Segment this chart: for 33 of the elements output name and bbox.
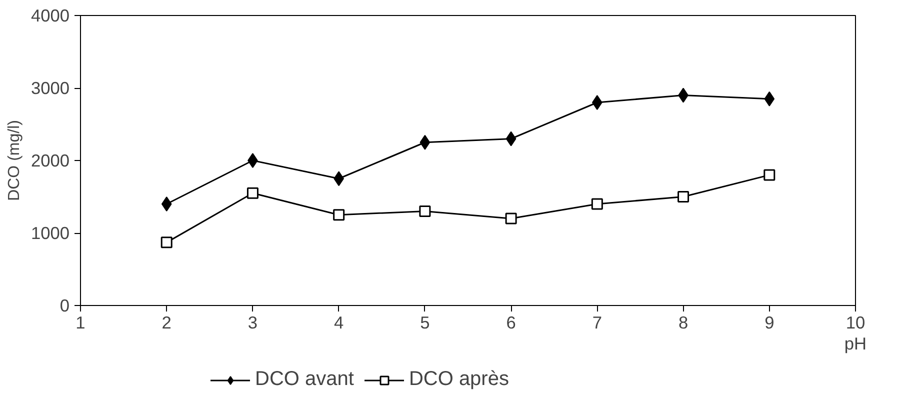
legend-label: DCO après: [408, 368, 509, 391]
point: [161, 196, 172, 212]
point: [333, 209, 345, 221]
y-tick-label: 0: [60, 296, 70, 316]
x-tick-label: 7: [592, 312, 602, 332]
point: [248, 153, 258, 168]
y-axis-title: DCO (mg/l): [6, 120, 23, 201]
point: [592, 95, 602, 110]
point: [678, 191, 690, 202]
x-tick-label: 9: [764, 312, 774, 332]
y-tick-label: 4000: [30, 6, 70, 26]
point: [160, 236, 172, 248]
point: [420, 134, 430, 150]
legend-label: DCO avant: [255, 368, 354, 391]
x-tick-label: 1: [76, 312, 86, 332]
point: [246, 187, 258, 199]
x-tick-label: 5: [420, 312, 430, 332]
x-tick-label: 10: [846, 312, 866, 332]
y-tick-label: 2000: [30, 150, 70, 170]
x-tick-label: 6: [506, 312, 516, 332]
point: [764, 169, 776, 181]
point: [419, 206, 431, 217]
x-tick-label: 4: [334, 312, 344, 332]
point: [506, 131, 516, 146]
x-axis-title: pH: [844, 334, 867, 354]
x-tick-label: 2: [162, 312, 172, 332]
point: [591, 198, 603, 210]
y-tick-label: 3000: [30, 78, 70, 98]
point: [764, 91, 775, 106]
x-tick-label: 3: [248, 312, 258, 332]
point: [505, 212, 517, 224]
y-tick-label: 1000: [30, 223, 70, 243]
x-tick-label: 8: [678, 312, 688, 332]
